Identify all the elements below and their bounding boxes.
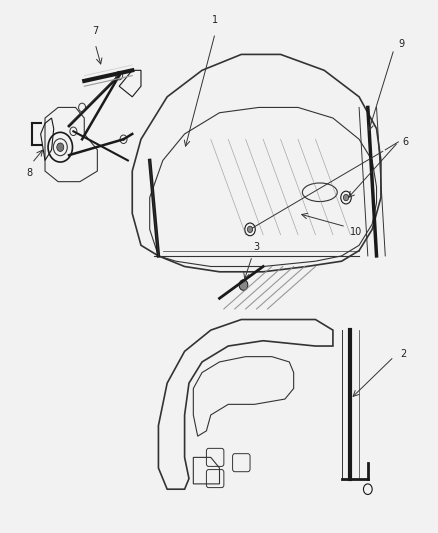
Text: 3: 3 — [253, 241, 259, 252]
Text: 10: 10 — [350, 227, 362, 237]
Text: 9: 9 — [397, 39, 403, 49]
Text: 6: 6 — [402, 137, 408, 147]
Circle shape — [343, 195, 348, 201]
Circle shape — [247, 226, 252, 232]
Text: 1: 1 — [212, 15, 218, 25]
Circle shape — [57, 143, 64, 151]
Text: 8: 8 — [27, 168, 33, 179]
Text: 7: 7 — [92, 26, 98, 36]
Circle shape — [239, 280, 247, 290]
Text: 2: 2 — [399, 349, 406, 359]
